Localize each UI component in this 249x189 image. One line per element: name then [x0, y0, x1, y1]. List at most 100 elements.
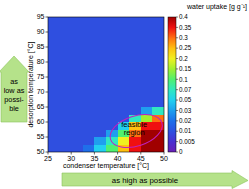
heat-cell — [118, 70, 130, 78]
heat-cell — [141, 100, 153, 108]
heat-cell — [60, 92, 72, 100]
heat-cell — [141, 70, 153, 78]
heat-cell — [71, 55, 83, 63]
colorbar-segment — [168, 79, 176, 90]
heat-cell — [71, 40, 83, 48]
heat-cell — [94, 70, 106, 78]
heat-cell — [48, 47, 60, 55]
y-tick — [46, 152, 49, 153]
heat-cell — [141, 25, 153, 33]
y-tick — [46, 77, 49, 78]
heat-cell — [71, 70, 83, 78]
heat-cell — [152, 77, 164, 85]
heat-cell — [152, 92, 164, 100]
y-tick-label: 70 — [37, 88, 45, 95]
heat-cell — [152, 32, 164, 40]
heat-cell — [48, 77, 60, 85]
heat-cell — [60, 100, 72, 108]
x-axis-label: condenser temperature [°C] — [63, 162, 149, 170]
y-tick-label: 65 — [37, 103, 45, 110]
heat-cell — [152, 107, 164, 115]
heat-cell — [129, 47, 141, 55]
heat-cell — [60, 47, 72, 55]
heat-cell — [129, 17, 141, 25]
heat-cell — [94, 55, 106, 63]
y-tick-label: 55 — [37, 133, 45, 140]
y-tick — [46, 137, 49, 138]
heat-cell — [71, 145, 83, 153]
colorbar-segment — [168, 38, 176, 49]
colorbar-tick-label: 0.02 — [179, 117, 192, 124]
colorbar-tick — [176, 68, 178, 69]
heat-cell — [48, 17, 60, 25]
heat-cell — [141, 62, 153, 70]
colorbar-tick-label: 0.3 — [179, 34, 188, 41]
heat-cell — [48, 40, 60, 48]
y-tick-label: 80 — [37, 58, 45, 65]
heat-cell — [83, 130, 95, 138]
heat-cell — [83, 145, 95, 153]
heat-cell — [48, 70, 60, 78]
heat-cell — [94, 40, 106, 48]
colorbar-segment — [168, 90, 176, 101]
heat-cell — [118, 145, 130, 153]
colorbar-tick-label: 0.005 — [179, 138, 195, 145]
heat-cell — [129, 32, 141, 40]
colorbar-title: water uptake [g g⁻¹] — [186, 3, 247, 11]
colorbar-tick — [176, 110, 178, 111]
heat-cell — [83, 25, 95, 33]
heat-cell — [48, 115, 60, 123]
heat-cell — [118, 92, 130, 100]
heat-cell — [48, 85, 60, 93]
x-hint-arrow — [62, 171, 248, 189]
heat-cell — [71, 130, 83, 138]
heat-cell — [106, 62, 118, 70]
heat-cell — [60, 40, 72, 48]
heat-cell — [60, 130, 72, 138]
heat-cell — [141, 85, 153, 93]
heat-cell — [48, 100, 60, 108]
heat-cell — [83, 137, 95, 145]
heat-cell — [94, 130, 106, 138]
heat-cell — [94, 32, 106, 40]
colorbar-tick — [176, 17, 178, 18]
heat-cell — [83, 32, 95, 40]
y-tick — [46, 92, 49, 93]
heat-cell — [83, 92, 95, 100]
heat-cell — [83, 55, 95, 63]
heat-cell — [129, 70, 141, 78]
plot-frame — [48, 17, 164, 152]
heat-cell — [48, 55, 60, 63]
colorbar-tick — [176, 58, 178, 59]
y-hint-text: low as — [4, 86, 25, 95]
colorbar-segment — [168, 121, 176, 132]
x-tick-label: 40 — [114, 155, 122, 162]
y-tick — [46, 17, 49, 18]
heat-cell — [152, 25, 164, 33]
cells — [48, 17, 164, 152]
heat-cell — [60, 32, 72, 40]
heat-cell — [71, 32, 83, 40]
heat-cell — [141, 47, 153, 55]
y-tick — [46, 47, 49, 48]
heat-cell — [83, 122, 95, 130]
heat-cell — [129, 62, 141, 70]
heat-cell — [71, 62, 83, 70]
heat-cell — [60, 17, 72, 25]
heat-cell — [94, 145, 106, 153]
y-tick — [46, 62, 49, 63]
heat-cell — [94, 115, 106, 123]
heat-cell — [118, 55, 130, 63]
heat-cell — [118, 107, 130, 115]
x-tick-label: 30 — [67, 155, 75, 162]
colorbar-segment — [168, 100, 176, 111]
heat-cell — [94, 137, 106, 145]
heat-cell — [83, 85, 95, 93]
heat-cell — [129, 92, 141, 100]
y-tick — [46, 107, 49, 108]
heat-cell — [118, 85, 130, 93]
colorbar-tick-label: 0.07 — [179, 86, 192, 93]
heat-cell — [152, 40, 164, 48]
heat-cell — [71, 92, 83, 100]
heat-cell — [106, 70, 118, 78]
